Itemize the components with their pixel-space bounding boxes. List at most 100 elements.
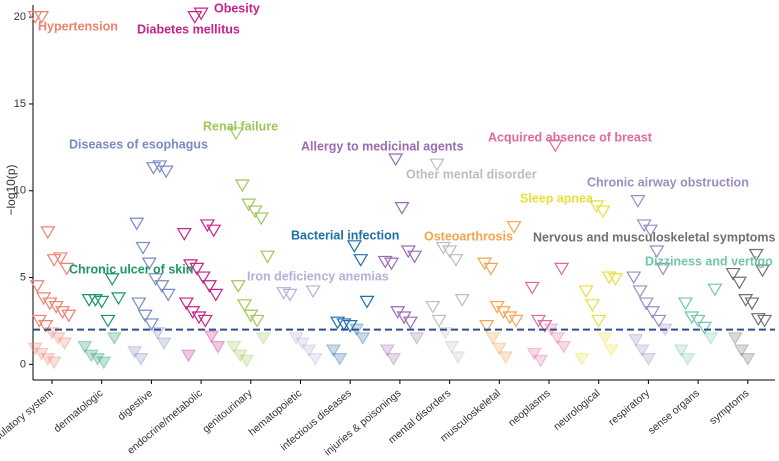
point	[673, 344, 689, 358]
point	[684, 311, 700, 325]
annotation: Sleep apnea	[520, 191, 594, 205]
point	[642, 224, 659, 238]
point	[158, 165, 174, 179]
point	[707, 283, 723, 297]
point	[83, 349, 99, 363]
point	[52, 252, 68, 266]
point	[228, 127, 244, 141]
point	[255, 332, 271, 346]
point	[247, 205, 263, 219]
point	[578, 285, 594, 299]
point	[236, 299, 253, 313]
point	[148, 273, 164, 287]
point	[104, 273, 120, 287]
point	[288, 332, 304, 346]
point	[655, 262, 671, 276]
point	[332, 353, 348, 366]
point	[187, 11, 203, 24]
point	[498, 351, 514, 365]
point	[537, 320, 553, 333]
point	[59, 262, 75, 276]
point	[388, 153, 404, 167]
point	[690, 314, 706, 328]
point	[226, 340, 242, 354]
point	[526, 347, 542, 361]
point	[154, 280, 170, 293]
point	[346, 240, 362, 254]
point	[143, 318, 159, 332]
point	[574, 353, 590, 366]
x-tick-label: symptoms	[707, 387, 751, 427]
point	[204, 330, 220, 344]
point	[160, 288, 176, 302]
point	[750, 313, 766, 326]
point	[145, 162, 162, 175]
annotation: Diseases of esophagus	[69, 137, 208, 151]
point	[754, 264, 771, 278]
point	[232, 349, 248, 363]
point	[135, 241, 151, 255]
x-tick-label: neurological	[551, 387, 602, 433]
point	[429, 158, 445, 172]
annotation: Bacterial infection	[291, 228, 399, 242]
point	[180, 349, 197, 363]
point	[386, 353, 402, 366]
point	[325, 344, 341, 358]
y-tick-label: 5	[20, 271, 26, 283]
point	[96, 356, 112, 370]
y-tick-label: 0	[20, 358, 26, 370]
point	[630, 195, 646, 208]
point	[733, 344, 750, 358]
point	[748, 248, 764, 262]
point	[353, 254, 369, 267]
point	[744, 297, 760, 311]
x-tick-label: dermatologic	[52, 387, 106, 435]
point	[680, 353, 696, 366]
point	[81, 294, 97, 307]
annotation: Diabetes mellitus	[137, 22, 240, 36]
point	[632, 285, 648, 299]
point	[193, 7, 209, 21]
point	[703, 332, 719, 346]
point	[183, 259, 199, 273]
x-tick-label: respiratory	[606, 387, 652, 429]
x-tick-label: circulatory system	[0, 387, 56, 450]
point	[483, 262, 499, 276]
point	[638, 297, 654, 311]
point	[425, 300, 441, 314]
point	[731, 276, 747, 290]
point	[27, 342, 43, 356]
point	[239, 354, 255, 368]
point	[29, 280, 45, 293]
point	[106, 332, 122, 346]
point	[485, 332, 501, 346]
annotation: Hypertension	[38, 19, 118, 33]
point	[738, 294, 754, 307]
point	[189, 262, 205, 276]
point	[601, 271, 617, 285]
point	[307, 353, 323, 366]
point	[260, 250, 276, 264]
point	[448, 254, 464, 267]
point	[129, 217, 145, 231]
point	[295, 337, 311, 351]
point	[54, 306, 71, 320]
annotation: Chronic ulcer of skin	[69, 262, 193, 276]
point	[46, 254, 62, 267]
y-axis-label: −log10(p)	[4, 164, 18, 215]
point	[554, 262, 570, 276]
point	[591, 314, 607, 328]
annotation: Chronic airway obstruction	[587, 175, 749, 189]
point	[634, 344, 650, 358]
point	[725, 267, 741, 281]
point	[431, 314, 447, 328]
annotation: Renal failure	[203, 119, 278, 133]
annotation: Obesity	[214, 1, 260, 15]
point	[133, 353, 149, 366]
annotation: Allergy to medicinal agents	[301, 139, 464, 153]
point	[33, 11, 50, 24]
point	[131, 297, 147, 311]
point	[626, 271, 642, 285]
point	[379, 344, 395, 358]
point	[556, 340, 572, 354]
